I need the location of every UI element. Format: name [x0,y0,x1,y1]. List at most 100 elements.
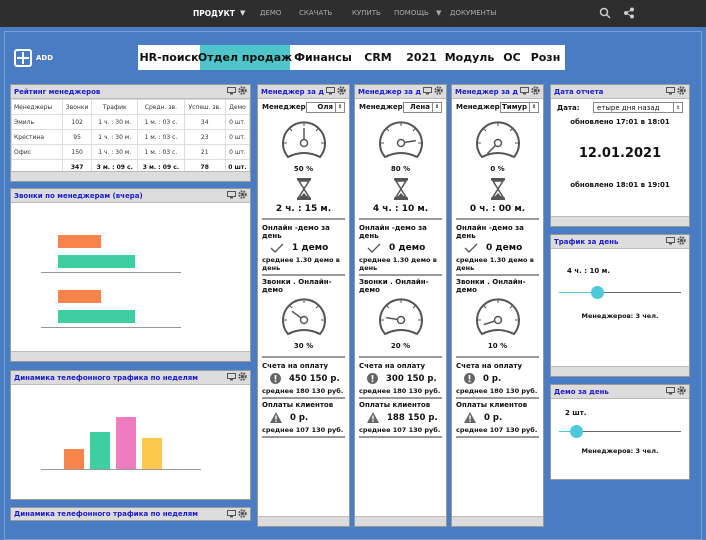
nav-docs[interactable]: ДОКУМЕНТЫ [450,9,497,17]
traffic-slider[interactable] [559,286,681,300]
gauge-icon [378,121,423,159]
invoices-value: 0 р. [483,373,502,384]
add-button[interactable]: ADD [14,49,53,67]
gear-icon[interactable] [677,86,686,95]
stepper-icon: ⇕ [432,102,441,112]
manager-select[interactable]: Тимур ⇕ [499,101,539,113]
gauge-icon [281,298,326,336]
tab-1[interactable]: Отдел продаж [198,45,292,70]
table-cell: 95 [62,129,93,145]
nav-product[interactable]: ПРОДУКТ [193,9,235,18]
gear-icon[interactable] [677,386,686,395]
monitor-icon[interactable] [423,87,432,95]
bar [142,437,162,469]
table-cell: Крестина [10,129,64,145]
nav-buy[interactable]: КУПИТЬ [352,9,381,17]
conversion-title: Звонки . Онлайн-демо [262,278,332,294]
column-header[interactable]: Трафик [91,99,139,115]
tab-7[interactable]: Розн [530,51,561,64]
manager-select[interactable]: Лена ⇕ [402,101,442,113]
monitor-icon[interactable] [326,87,335,95]
tab-3[interactable]: CRM [364,51,392,64]
table-row: Эмиль 102 1 ч. : 30 м. 1 м. : 03 с. 34 0 шт. [10,114,251,130]
conversion-title: Звонки . Онлайн-демо [359,278,429,294]
table-cell: 1 ч. : 30 м. [91,129,139,145]
panel-title: Менеджер за день [261,87,324,96]
conversion-title: Звонки . Онлайн-демо [456,278,526,294]
column-header[interactable]: Средн. зв. [137,99,185,115]
hourglass-icon [296,178,311,200]
search-icon[interactable] [599,7,611,19]
nav-download[interactable]: СКАЧАТЬ [299,9,333,17]
monitor-icon[interactable] [666,87,675,95]
monitor-icon[interactable] [666,387,675,395]
tab-6[interactable]: ОС [503,51,521,64]
monitor-icon[interactable] [227,509,236,518]
demo-value: 2 шт. [565,409,587,417]
check-icon [464,243,478,253]
manager-label: Менеджер [262,103,306,111]
panel-footer [551,216,689,226]
table-header-row: Менеджеры Звонки Трафик Средн. зв. Успеш. зв… [10,99,251,115]
monitor-icon[interactable] [227,191,236,199]
manager-select[interactable]: Оля ⇕ [305,101,345,113]
gear-icon[interactable] [337,86,346,95]
gear-icon[interactable] [238,372,247,381]
calls-chart [11,204,250,352]
bar [58,290,102,303]
exclamation-icon [367,373,378,384]
gear-icon[interactable] [238,508,247,518]
column-header[interactable]: Демо [224,99,251,115]
demo-title: Онлайн -демо за день [456,224,524,240]
stepper-icon: ⇕ [335,102,344,112]
invoices-title: Счета на оплату [262,362,329,370]
payments-average: среднее 107 130 руб. [456,426,538,434]
monitor-icon[interactable] [666,237,675,245]
gear-icon[interactable] [434,86,443,95]
monitor-icon[interactable] [227,87,236,95]
table-cell: 102 [62,114,93,130]
gear-icon[interactable] [238,190,247,199]
slider-thumb[interactable] [570,425,584,438]
axis-line [41,469,201,470]
bar [58,255,135,268]
table-cell: 34 [183,114,226,130]
bar [58,235,102,248]
top-nav: ПРОДУКТ ▼ ДЕМО СКАЧАТЬ КУПИТЬ ПОМОЩЬ ▼ Д… [0,0,706,27]
managers-count: Менеджеров: 3 чел. [581,312,659,320]
monitor-icon[interactable] [520,87,529,95]
column-header[interactable]: Менеджеры [10,99,64,115]
column-header[interactable]: Звонки [62,99,93,115]
nav-demo[interactable]: ДЕМО [260,9,282,17]
table-row: Офис 150 1 ч. : 30 м. 1 м. : 03 с. 21 0 шт. [10,144,251,160]
calls-panel: Звонки по менеджерам (вчера) [10,188,251,362]
tab-bar: HR-поиск Отдел продаж Финансы CRM 2021 Модуль… [138,45,565,70]
payments-title: Оплаты клиентов [262,401,334,409]
table-cell: 1 м. : 03 с. [137,144,185,160]
bar [90,432,110,469]
nav-product-dropdown-icon[interactable]: ▼ [240,9,246,17]
panel-footer [11,171,250,181]
gauge-icon [475,298,520,336]
warning-icon [367,412,379,423]
nav-help[interactable]: ПОМОЩЬ [394,9,429,17]
slider-thumb[interactable] [590,286,604,299]
date-select[interactable]: етыре дня назад ⇕ [593,102,683,113]
nav-help-dropdown-icon[interactable]: ▼ [436,9,442,17]
demo-value: 1 демо [292,243,329,253]
tab-5[interactable]: Модуль [444,51,495,64]
monitor-icon[interactable] [227,373,236,381]
gear-icon[interactable] [531,86,540,95]
tab-4[interactable]: 2021 [406,51,437,64]
traffic-chart [11,386,250,499]
tab-0[interactable]: HR-поиск [139,51,199,64]
table-cell: 1 м. : 03 с. [137,129,185,145]
column-header[interactable]: Успеш. зв. [183,99,226,115]
gear-icon[interactable] [677,236,686,245]
demo-slider[interactable] [559,425,681,439]
tab-2[interactable]: Финансы [294,51,352,64]
share-icon[interactable] [623,7,635,19]
gear-icon[interactable] [238,86,247,95]
table-cell: 1 м. : 03 с. [137,114,185,130]
